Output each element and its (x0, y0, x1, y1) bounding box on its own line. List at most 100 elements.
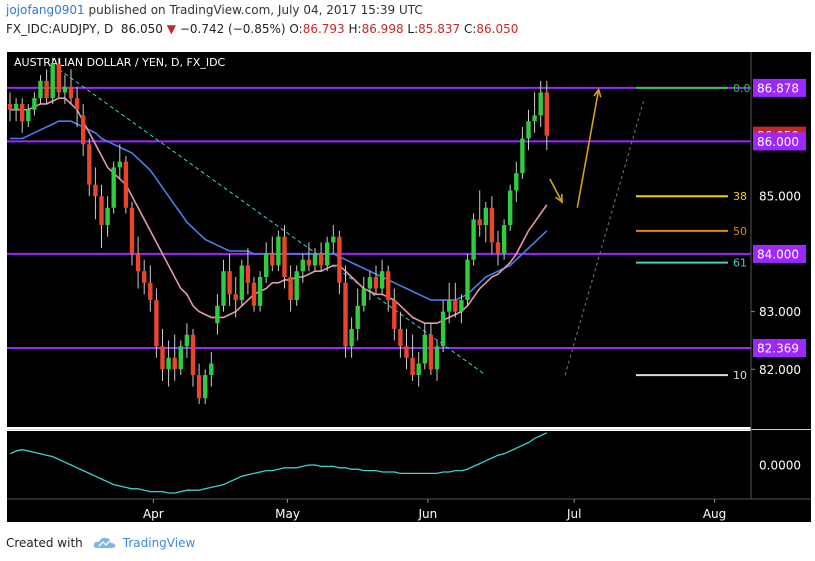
close-value: 86.050 (476, 22, 519, 36)
candle-body (166, 357, 171, 370)
candle-body (184, 334, 190, 347)
candle-body (203, 375, 208, 399)
candle-body (239, 265, 244, 301)
price-chart[interactable]: AUSTRALIAN DOLLAR / YEN, D, FX_IDC 0.0 38 5… (0, 44, 815, 526)
candle-body (306, 259, 312, 266)
candle-body (398, 328, 403, 347)
price-axis (751, 52, 811, 499)
candle-body (422, 334, 427, 364)
candle-body (62, 86, 68, 93)
candle-body (81, 115, 86, 145)
candle-body (105, 207, 110, 226)
published-text: published on TradingView.com, July 04, 2… (84, 3, 423, 17)
projection-arrow (549, 178, 563, 203)
trendline (58, 68, 487, 376)
candle-body (264, 253, 269, 277)
candle-body (160, 346, 165, 370)
candle-body (87, 144, 92, 185)
price-tag (753, 78, 806, 97)
candle-body (74, 98, 80, 110)
y-tick-label: 83.000 (759, 305, 801, 319)
candle-body (13, 103, 19, 110)
price-tag (753, 339, 806, 358)
candle-body (508, 190, 513, 226)
price-tag-label: 86.000 (757, 135, 799, 149)
open-label: O: (289, 22, 303, 36)
price-tag (753, 132, 806, 151)
low-value: 85.837 (418, 22, 461, 36)
candle-body (416, 363, 421, 376)
candle-body (196, 375, 202, 399)
fib-level-label: 38 (733, 190, 747, 203)
tradingview-cloud-icon (93, 537, 115, 548)
candle-body (111, 167, 116, 208)
candle-body (447, 300, 452, 312)
candle-body (276, 236, 281, 266)
candle-body (257, 277, 263, 306)
footer: Created with TradingView (6, 536, 195, 550)
candle-body (50, 63, 55, 99)
candle-body (56, 63, 61, 93)
projection-arrowhead (593, 87, 602, 98)
candle-body (526, 121, 531, 139)
candle-body (154, 300, 159, 347)
candle-body (471, 219, 476, 260)
candle-body (245, 265, 251, 283)
candle-body (123, 161, 129, 208)
candle-body (270, 253, 275, 266)
oscillator-tick-label: 0.0000 (759, 459, 801, 473)
candle-body (520, 138, 525, 174)
fib-level-label: 50 (733, 225, 747, 238)
x-tick-label: Jul (566, 507, 581, 521)
price-tag-label: 84.000 (757, 247, 799, 261)
candle-body (26, 109, 31, 122)
candle-body (32, 98, 37, 110)
change-value: −0.742 (−0.85%) (179, 22, 286, 36)
author-link[interactable]: jojofang0901 (6, 3, 85, 17)
candle-body (495, 242, 501, 254)
time-axis (7, 499, 811, 522)
candle-body (129, 207, 135, 254)
last-price: 86.050 (120, 22, 163, 36)
candle-body (288, 277, 293, 301)
candle-body (501, 225, 507, 254)
symbol-info: FX_IDC:AUDJPY, D 86.050 ▼ −0.742 (−0.85%… (6, 22, 518, 36)
candle-body (209, 363, 214, 376)
tradingview-brand[interactable]: TradingView (122, 536, 196, 550)
candle-body (514, 173, 519, 191)
candle-body (300, 259, 305, 272)
moving-average-fast (10, 97, 548, 324)
candle-body (404, 346, 409, 358)
fib-level-label: 0.0 (733, 82, 751, 95)
candle-body (440, 311, 446, 347)
y-tick-label: 82.000 (759, 363, 801, 377)
candle-body (349, 328, 354, 347)
symbol-label: FX_IDC:AUDJPY, D (6, 22, 114, 36)
candle-body (459, 300, 464, 312)
candle-body (282, 236, 287, 277)
candle-body (190, 334, 196, 376)
candle-body (355, 305, 360, 329)
chart-title: AUSTRALIAN DOLLAR / YEN, D, FX_IDC (14, 56, 226, 69)
created-with-text: Created with (6, 536, 83, 550)
price-tag (753, 244, 806, 263)
candle-body (99, 196, 104, 226)
candle-body (215, 305, 220, 324)
candle-body (373, 277, 379, 289)
candle-body (38, 80, 43, 99)
candle-body (386, 271, 391, 301)
publish-info: jojofang0901 published on TradingView.co… (6, 3, 423, 17)
fib-level-label: 61 (733, 257, 747, 270)
candle-body (410, 357, 415, 376)
fib-level-label: 10 (733, 369, 747, 382)
price-tag-label: 86.878 (757, 81, 799, 95)
price-tag-label: 82.369 (757, 342, 799, 356)
candle-body (172, 357, 177, 370)
x-tick-label: Aug (703, 507, 726, 521)
candle-body (135, 253, 141, 272)
candle-body (325, 242, 330, 266)
candle-body (343, 282, 348, 347)
price-pane (7, 52, 751, 427)
down-arrow-icon: ▼ (166, 22, 176, 36)
candle-body (221, 271, 226, 306)
